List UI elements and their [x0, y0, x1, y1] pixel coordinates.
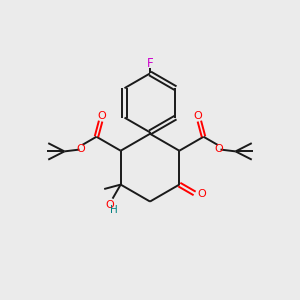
Text: O: O — [197, 189, 206, 199]
Text: F: F — [147, 57, 153, 70]
Text: O: O — [105, 200, 114, 209]
Text: H: H — [110, 205, 117, 215]
Text: O: O — [194, 111, 202, 121]
Text: O: O — [98, 111, 106, 121]
Text: O: O — [215, 144, 224, 154]
Text: O: O — [76, 144, 85, 154]
